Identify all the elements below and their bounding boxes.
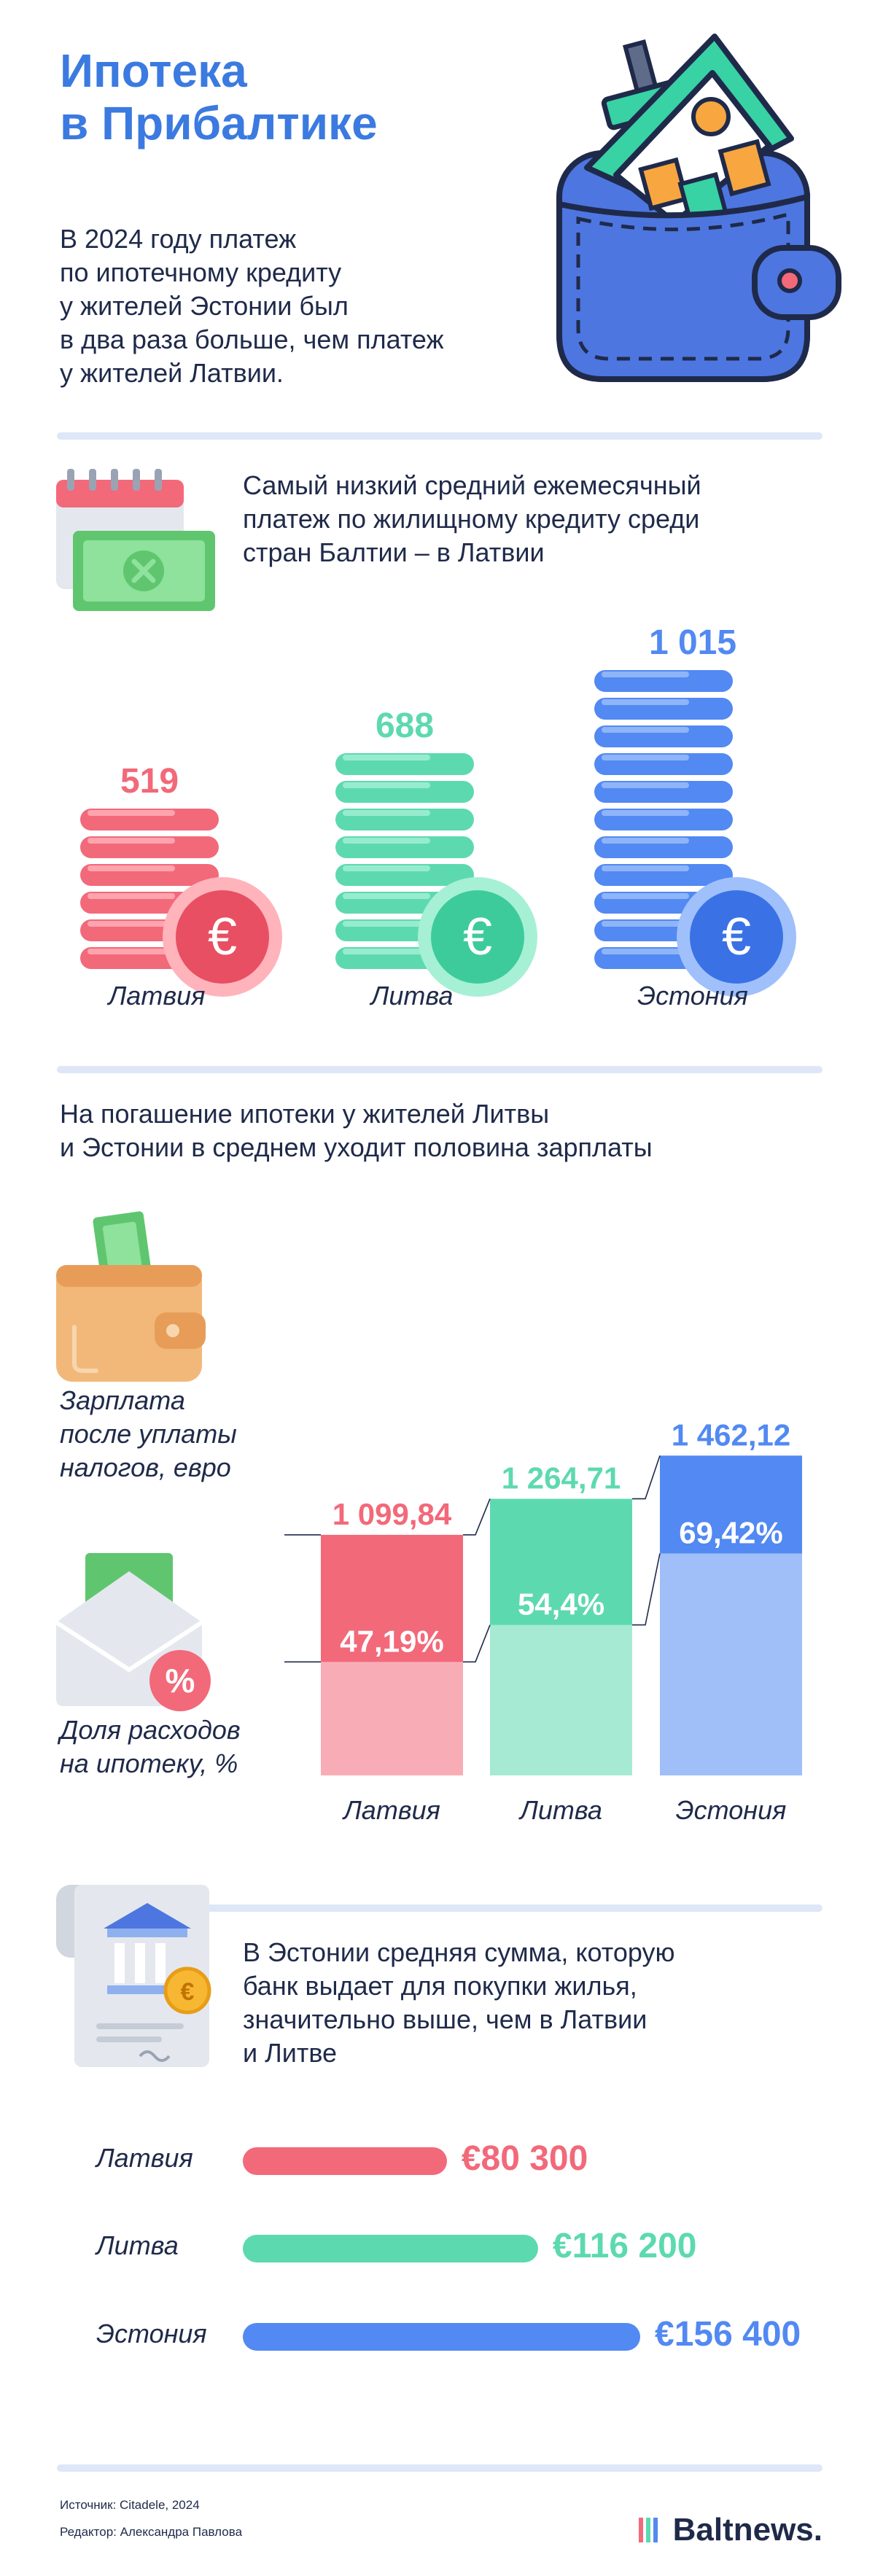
loan-value-label: €156 400 — [655, 2315, 801, 2354]
loan-amount-bar — [243, 2235, 538, 2262]
salary-value-label: 1 264,71 — [502, 1461, 621, 1495]
heading-line: значительно выше, чем в Латвии — [243, 2004, 648, 2035]
share-value-label: 69,42% — [679, 1515, 782, 1549]
legend-share: Доля расходов на ипотеку, % — [60, 1713, 241, 1781]
category-label: Литва — [518, 1795, 602, 1825]
section-separator — [57, 432, 822, 440]
intro-text: В 2024 году платеж по ипотечному кредиту… — [60, 222, 444, 390]
legend-line: после уплаты — [60, 1419, 237, 1450]
intro-line: у жителей Эстонии был — [60, 291, 349, 322]
section-separator — [57, 1066, 822, 1073]
svg-text:%: % — [166, 1662, 195, 1700]
section1-heading: Самый низкий средний ежемесячный платеж … — [243, 469, 701, 569]
euro-coin-icon: € — [463, 908, 492, 966]
calendar-money-icon — [56, 469, 215, 611]
logo-text: Baltnews. — [672, 2512, 822, 2548]
baltnews-logo: Baltnews. — [639, 2512, 822, 2548]
source-text: Источник: Citadele, 2024 — [60, 2498, 200, 2512]
category-label: Литва — [370, 981, 454, 1011]
title-line-1: Ипотека — [60, 44, 247, 97]
intro-line: по ипотечному кредиту — [60, 257, 342, 288]
share-value-label: 47,19% — [340, 1624, 443, 1658]
title-line-2: в Прибалтике — [60, 96, 378, 149]
section-separator — [57, 1904, 822, 1912]
section-separator — [57, 2464, 822, 2472]
editor-text: Редактор: Александра Павлова — [60, 2525, 243, 2539]
section3-heading: В Эстонии средняя сумма, которую банк вы… — [243, 1936, 674, 2070]
heading-line: Самый низкий средний ежемесячный — [243, 470, 701, 500]
house-in-wallet-icon — [556, 34, 841, 382]
category-label: Латвия — [107, 981, 206, 1011]
heading-line: и Эстонии в среднем уходит половина зарп… — [60, 1132, 653, 1163]
bar-value-label: 688 — [376, 707, 434, 745]
category-label: Эстония — [676, 1795, 787, 1825]
heading-line: На погашение ипотеки у жителей Литвы — [60, 1099, 550, 1129]
category-label: Эстония — [637, 981, 748, 1011]
coin-stack-bar: € — [594, 670, 796, 997]
legend-salary: Зарплата после уплаты налогов, евро — [60, 1384, 237, 1484]
intro-line: В 2024 году платеж — [60, 224, 297, 254]
intro-line: в два раза больше, чем платеж — [60, 324, 444, 355]
category-label: Латвия — [342, 1795, 440, 1825]
logo-bars-icon — [639, 2512, 672, 2548]
heading-line: В Эстонии средняя сумма, которую — [243, 1937, 675, 1967]
legend-line: Зарплата — [60, 1385, 185, 1415]
loan-amount-bar — [243, 2147, 447, 2175]
share-value-label: 54,4% — [518, 1587, 604, 1622]
heading-line: стран Балтии – в Латвии — [243, 537, 545, 568]
svg-text:€: € — [181, 1978, 195, 2006]
legend-line: налогов, евро — [60, 1452, 231, 1483]
heading-line: банк выдает для покупки жилья, — [243, 1971, 637, 2001]
salary-value-label: 1 099,84 — [332, 1497, 452, 1531]
wallet-money-icon — [56, 1211, 206, 1382]
heading-line: и Литве — [243, 2038, 338, 2069]
section2-heading: На погашение ипотеки у жителей Литвы и Э… — [60, 1097, 653, 1164]
euro-coin-icon: € — [208, 908, 237, 966]
page-title: Ипотека в Прибалтике — [60, 44, 378, 149]
legend-line: на ипотеку, % — [60, 1748, 238, 1779]
coin-stack-bar: € — [335, 753, 537, 997]
loan-amount-bar — [243, 2323, 640, 2351]
euro-coin-icon: € — [722, 908, 751, 966]
heading-line: платеж по жилищному кредиту среди — [243, 504, 700, 534]
legend-line: Доля расходов — [60, 1715, 241, 1745]
envelope-percent-icon: % — [55, 1553, 211, 1711]
intro-line: у жителей Латвии. — [60, 358, 284, 389]
salary-value-label: 1 462,12 — [672, 1417, 791, 1452]
coin-stack-bar: € — [80, 809, 282, 997]
category-label: Латвия — [96, 2143, 193, 2173]
category-label: Эстония — [96, 2319, 207, 2349]
mortgage-share-bar — [660, 1553, 802, 1775]
salary-share-chart: 1 099,84 47,19% Латвия 1 264,71 54,4% Литва 1 … — [284, 1417, 802, 1825]
bank-document-icon: € — [56, 1885, 211, 2067]
category-label: Литва — [96, 2230, 179, 2260]
mortgage-share-bar — [490, 1624, 632, 1775]
loan-value-label: €116 200 — [552, 2227, 697, 2265]
bar-value-label: 1 015 — [649, 623, 736, 662]
loan-value-label: €80 300 — [461, 2139, 588, 2178]
mortgage-share-bar — [321, 1662, 463, 1775]
bar-value-label: 519 — [120, 762, 179, 801]
